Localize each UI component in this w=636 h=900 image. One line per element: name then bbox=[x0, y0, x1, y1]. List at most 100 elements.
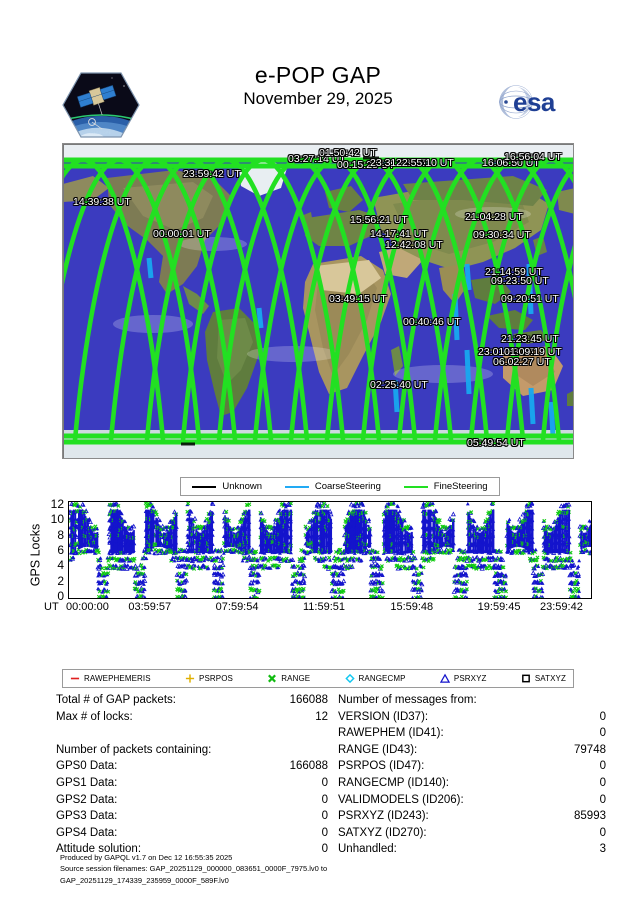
legend-label-rangecmp: RANGECMP bbox=[358, 674, 406, 683]
stat-label: SATXYZ (ID270): bbox=[338, 826, 427, 839]
stat-row: GPS2 Data: 0 bbox=[56, 792, 328, 809]
legend-label-rawephemeris: RAWEPHEMERIS bbox=[84, 674, 151, 683]
stat-label: RAWEPHEM (ID41): bbox=[338, 727, 444, 740]
stat-label: VALIDMODELS (ID206): bbox=[338, 793, 464, 806]
stat-label: Max # of locks: bbox=[56, 710, 133, 723]
stat-row: SATXYZ (ID270): 0 bbox=[338, 825, 606, 842]
stat-value: 3 bbox=[599, 843, 606, 856]
legend-label-finesteering: FineSteering bbox=[433, 481, 488, 492]
x-tick-label: 03:59:57 bbox=[128, 601, 172, 613]
legend-item-unknown: Unknown bbox=[192, 481, 262, 492]
legend-swatch-coarsesteering bbox=[284, 485, 309, 488]
y-tick-label: 2 bbox=[57, 573, 64, 588]
stat-label: PSRPOS (ID47): bbox=[338, 760, 425, 773]
gps-locks-scatter bbox=[69, 502, 591, 598]
stat-row: GPS1 Data: 0 bbox=[56, 775, 328, 792]
stat-row: VALIDMODELS (ID206): 0 bbox=[338, 792, 606, 809]
stat-label: Total # of GAP packets: bbox=[56, 694, 176, 706]
statistics-right-column: Number of messages from: VERSION (ID37): 0… bbox=[338, 692, 606, 858]
page-title: e-POP GAP bbox=[254, 62, 382, 88]
stat-row: Number of packets containing: bbox=[56, 742, 328, 759]
stat-row: GPS0 Data: 166088 bbox=[56, 758, 328, 775]
y-tick-label: 0 bbox=[57, 589, 64, 603]
stat-row: GPS3 Data: 0 bbox=[56, 808, 328, 825]
stat-value: 0 bbox=[321, 793, 328, 806]
gps-locks-x-ticks: 00:00:00 03:59:57 07:59:54 11:59:51 15:59:48… bbox=[0, 601, 636, 617]
stat-label: PSRXYZ (ID243): bbox=[338, 810, 429, 823]
legend-label-psrpos: PSRPOS bbox=[199, 674, 233, 683]
footer-line-source-2: GAP_20251129_174339_235959_0000F_589F.lv… bbox=[60, 875, 229, 885]
legend-item-coarsesteering: CoarseSteering bbox=[284, 481, 381, 492]
message-type-legend: RAWEPHEMERIS PSRPOS RANGE RANGECMP PSRXYZ SAT… bbox=[62, 669, 574, 688]
stat-row: PSRPOS (ID47): 0 bbox=[338, 758, 606, 775]
stat-row: VERSION (ID37): 0 bbox=[338, 709, 606, 726]
legend-label-unknown: Unknown bbox=[222, 481, 263, 492]
gps-locks-plot bbox=[68, 501, 592, 599]
stat-value: 0 bbox=[599, 776, 606, 789]
statistics-left-column: Total # of GAP packets: 166088 Max # of lo… bbox=[56, 692, 328, 858]
stat-row: Number of messages from: bbox=[338, 692, 606, 709]
x-tick-label: 11:59:51 bbox=[303, 601, 346, 613]
stat-label: Unhandled: bbox=[338, 843, 397, 856]
stat-label: GPS1 Data: bbox=[56, 776, 118, 789]
legend-label-range: RANGE bbox=[281, 674, 311, 683]
legend-swatch-finesteering bbox=[403, 485, 428, 488]
footer: Produced by GAPQL v1.7 on Dec 12 16:55:3… bbox=[60, 852, 580, 886]
x-tick-label: 15:59:48 bbox=[390, 601, 434, 613]
legend-item-psrxyz: PSRXYZ bbox=[439, 673, 487, 684]
ground-track-map: 14:39:38 UT 23:59:42 UT 00:00:01 UT 03:27:1… bbox=[62, 143, 574, 459]
stat-label: Attitude solution: bbox=[56, 843, 142, 856]
stat-row: GPS4 Data: 0 bbox=[56, 825, 328, 842]
stat-label: Number of packets containing: bbox=[56, 743, 212, 756]
legend-label-satxyz: SATXYZ bbox=[534, 674, 566, 683]
stat-row: RANGECMP (ID140): 0 bbox=[338, 775, 606, 792]
legend-label-psrxyz: PSRXYZ bbox=[453, 674, 487, 683]
triangle-marker-icon bbox=[439, 673, 450, 684]
stat-label: RANGE (ID43): bbox=[338, 743, 418, 756]
legend-item-psrpos: PSRPOS bbox=[185, 674, 233, 684]
stat-value: 12 bbox=[315, 710, 328, 723]
stat-row: RANGE (ID43): 79748 bbox=[338, 742, 606, 759]
footer-line-producer: Produced by GAPQL v1.7 on Dec 12 16:55:3… bbox=[60, 853, 233, 862]
map-graphic bbox=[63, 144, 573, 458]
stat-row: Max # of locks: 12 bbox=[56, 709, 328, 726]
esa-logo-icon: esa bbox=[499, 85, 556, 119]
y-tick-label: 6 bbox=[57, 543, 64, 557]
legend-item-satxyz: SATXYZ bbox=[521, 674, 566, 684]
legend-item-range: RANGE bbox=[267, 674, 310, 684]
footer-line-source-1: Source session filenames: GAP_20251129_0… bbox=[60, 864, 328, 874]
svg-text:CASSIOPE: CASSIOPE bbox=[90, 131, 112, 135]
stat-value: 0 bbox=[599, 760, 606, 773]
legend-item-rawephemeris: RAWEPHEMERIS bbox=[70, 674, 151, 684]
stat-row: RAWEPHEM (ID41): 0 bbox=[338, 725, 606, 742]
map-legend: Unknown CoarseSteering FineSteering bbox=[180, 477, 500, 496]
stat-value: 166088 bbox=[289, 694, 328, 706]
plus-marker-icon bbox=[185, 674, 195, 684]
diamond-marker-icon bbox=[344, 673, 355, 684]
stat-value: 85993 bbox=[574, 810, 606, 823]
x-marker-icon bbox=[267, 674, 277, 684]
title-block: e-POP GAP November 29, 2025 bbox=[180, 63, 456, 109]
stat-value: 166088 bbox=[289, 760, 328, 773]
y-tick-label: 4 bbox=[57, 558, 64, 573]
y-tick-label: 10 bbox=[50, 512, 64, 527]
stat-value: 0 bbox=[599, 710, 606, 723]
gps-locks-axis-label: GPS Locks bbox=[26, 512, 44, 598]
stat-label: VERSION (ID37): bbox=[338, 710, 429, 723]
x-axis-prefix: UT bbox=[44, 601, 59, 613]
stat-value: 0 bbox=[321, 810, 328, 823]
square-marker-icon bbox=[521, 674, 531, 684]
x-tick-label: 23:59:42 bbox=[540, 601, 583, 613]
stat-value: 0 bbox=[599, 793, 606, 806]
stat-label: GPS3 Data: bbox=[56, 810, 118, 823]
stat-row: Unhandled: 3 bbox=[338, 841, 606, 858]
x-tick-label: 19:59:45 bbox=[477, 601, 521, 613]
y-tick-label: 12 bbox=[50, 497, 64, 511]
stat-label: RANGECMP (ID140): bbox=[338, 776, 449, 789]
stat-value: 0 bbox=[599, 727, 606, 740]
legend-label-coarsesteering: CoarseSteering bbox=[314, 481, 381, 492]
stat-value: 0 bbox=[321, 776, 328, 789]
stat-value: 0 bbox=[321, 826, 328, 839]
stat-value: 0 bbox=[321, 843, 328, 856]
